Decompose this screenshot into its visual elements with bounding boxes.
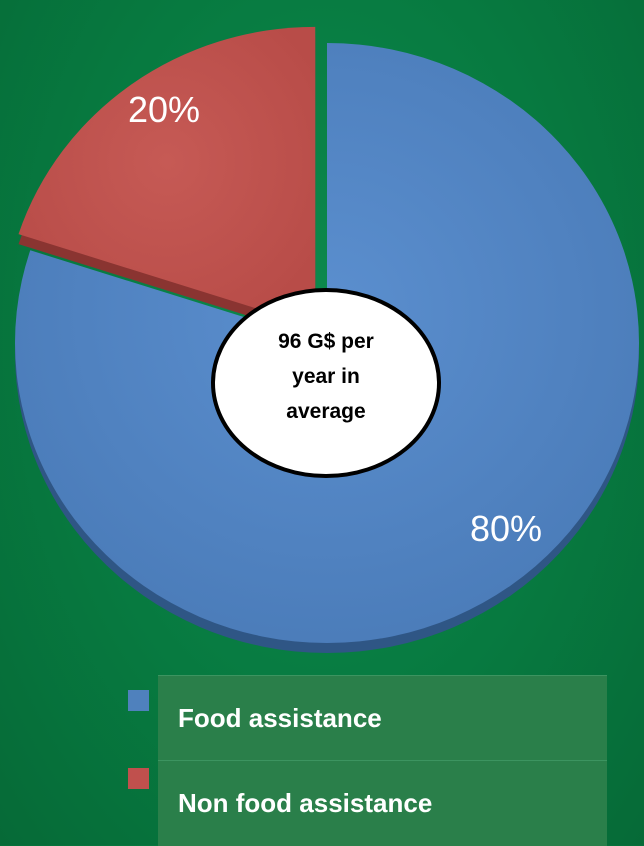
legend-item-food: Food assistance [158,675,607,761]
legend-swatch-non-food [128,768,149,789]
pie-chart: 80% 20% 96 G$ per year in average [15,26,639,654]
center-label-line-1: 96 G$ per [278,330,374,353]
center-circle [211,288,441,478]
pie-slice-non-food [18,26,316,327]
legend-swatch-food [128,690,149,711]
center-label-line-2: year in [292,365,360,388]
legend-label-food: Food assistance [178,703,382,733]
pie-label-non-food: 20% [128,89,200,130]
legend-label-non-food: Non food assistance [178,788,433,818]
center-label-line-3: average [286,400,365,423]
legend-item-non-food: Non food assistance [158,760,607,846]
pie-label-food: 80% [470,508,542,549]
